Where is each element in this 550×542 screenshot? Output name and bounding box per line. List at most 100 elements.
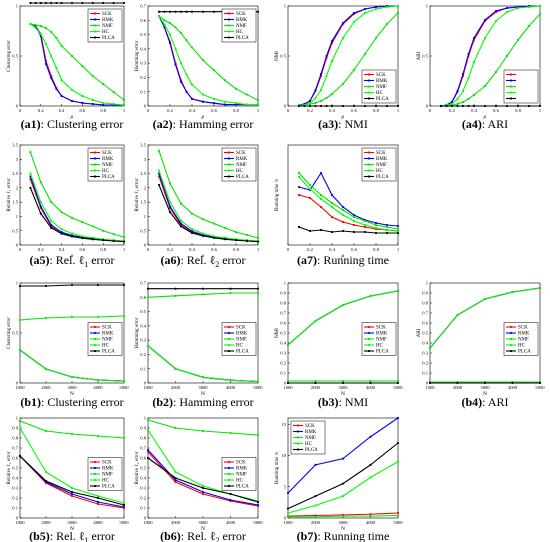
point-nmf bbox=[18, 318, 22, 322]
legend-label-rmk: RMK bbox=[102, 467, 114, 472]
legend-label-plca: PLCA bbox=[102, 36, 115, 41]
y-tick-label: 0.7 bbox=[140, 4, 146, 9]
point-rmk bbox=[179, 222, 183, 225]
point-nmf bbox=[146, 418, 150, 422]
legend-marker-hc bbox=[227, 478, 231, 482]
y-tick-label: 0.6 bbox=[140, 18, 146, 23]
legend-marker-hc bbox=[367, 169, 371, 172]
point-nmf bbox=[256, 236, 260, 239]
y-tick-label: 2 bbox=[16, 185, 19, 190]
legend-marker-rmk bbox=[227, 18, 231, 21]
y-tick-label: 1 bbox=[16, 416, 19, 421]
y-tick-label: 0 bbox=[426, 104, 429, 109]
legend-label-plca: PLCA bbox=[376, 97, 389, 102]
caption-a7: (a7): Running time bbox=[297, 253, 389, 267]
y-tick-label: 1 bbox=[16, 281, 19, 286]
point-nmf bbox=[112, 90, 115, 94]
caption-a4: (a4): ARI bbox=[462, 117, 508, 131]
point-nmf bbox=[374, 36, 378, 40]
y-tick-label: 0 bbox=[16, 243, 19, 248]
point-nmf bbox=[201, 293, 205, 296]
x-tick-label: 0.6 bbox=[351, 247, 357, 252]
legend-label-rmk: RMK bbox=[236, 18, 248, 23]
legend-marker-nmf bbox=[93, 163, 97, 166]
point-nmf bbox=[369, 379, 372, 383]
caption-text: : Hamming error bbox=[173, 117, 254, 131]
point-hc bbox=[157, 14, 161, 18]
point-nmf bbox=[256, 99, 260, 102]
point-plca bbox=[494, 104, 498, 108]
point-hc bbox=[494, 19, 498, 23]
point-rmk bbox=[314, 463, 317, 466]
panel-b5: 1000 2000 3000 4000 5000 0 0.1 0.2 0.3 0.4 0.5 0.6 0… bbox=[6, 416, 129, 542]
point-plca bbox=[60, 232, 63, 235]
point-hc bbox=[456, 97, 459, 101]
point-nmf bbox=[91, 225, 94, 228]
legend-marker-hc bbox=[93, 30, 97, 33]
x-tick-label: 1 bbox=[397, 247, 400, 252]
point-nmf bbox=[44, 316, 48, 320]
y-tick-label: 0.1 bbox=[140, 366, 146, 371]
panel-b6: 1000 2000 3000 4000 5000 0 0.1 0.2 0.3 0.4 0.5 0.6 0… bbox=[134, 416, 263, 542]
point-nmf bbox=[472, 93, 476, 97]
point-plca bbox=[256, 500, 260, 504]
point-hc bbox=[70, 486, 74, 490]
point-rmk bbox=[483, 18, 487, 22]
point-plca bbox=[314, 104, 317, 108]
y-tick-label: 0 bbox=[284, 104, 287, 109]
point-plca bbox=[50, 1, 53, 5]
point-hc bbox=[341, 36, 345, 40]
legend-label-hc: HC bbox=[376, 344, 384, 349]
legend-label-rmk: RMK bbox=[305, 430, 317, 435]
caption-b6: (b6): Rel. ℓ2 error bbox=[160, 529, 246, 542]
point-plca bbox=[201, 486, 205, 490]
y-tick-label: 0 bbox=[284, 516, 287, 521]
point-nmf bbox=[245, 233, 249, 237]
legend-marker-rmk bbox=[296, 430, 300, 433]
point-sck bbox=[297, 193, 301, 197]
x-tick-label: 0.4 bbox=[329, 247, 335, 252]
legend-marker-plca bbox=[227, 349, 231, 353]
y-tick-label: 1.5 bbox=[12, 200, 18, 205]
point-plca bbox=[91, 238, 94, 241]
x-tick-label: 2000 bbox=[41, 520, 51, 525]
caption-text: : Hamming error bbox=[173, 395, 254, 409]
legend-marker-plca bbox=[93, 36, 97, 39]
y-axis-label: Clustering error bbox=[7, 40, 12, 72]
legend-marker-hc bbox=[227, 343, 231, 347]
legend-marker-nmf bbox=[227, 163, 231, 166]
point-hc bbox=[179, 62, 183, 65]
caption-label: (a7) bbox=[297, 253, 317, 267]
point-rmk bbox=[179, 80, 183, 83]
legend-marker-hc bbox=[509, 91, 513, 94]
x-axis-label: ρ bbox=[341, 253, 345, 259]
legend-marker-plca bbox=[509, 349, 513, 353]
point-nmf bbox=[396, 11, 400, 15]
x-axis-label: ρ bbox=[341, 114, 345, 120]
x-tick-label: 2000 bbox=[41, 385, 51, 390]
x-tick-label: 0.6 bbox=[211, 247, 217, 252]
point-nmf bbox=[174, 26, 177, 29]
point-hc bbox=[18, 348, 22, 352]
plot-frame bbox=[147, 144, 259, 246]
legend-label-hc: HC bbox=[102, 479, 110, 484]
point-nmf bbox=[96, 434, 100, 438]
point-nmf bbox=[60, 211, 63, 214]
legend-marker-rmk bbox=[227, 331, 231, 335]
legend-label-sck: SCK bbox=[376, 326, 386, 331]
y-tick-label: 0.1 bbox=[422, 371, 428, 376]
y-axis-label: NMI bbox=[275, 51, 280, 61]
x-tick-label: 5000 bbox=[119, 520, 129, 525]
caption-a6: (a6): Rel. ℓ2 error bbox=[160, 253, 245, 269]
point-sck bbox=[369, 513, 372, 516]
legend-label-nmf: NMF bbox=[236, 163, 247, 168]
y-tick-label: 0.6 bbox=[12, 456, 18, 461]
point-rmk bbox=[314, 88, 317, 92]
caption-text: : Clustering error bbox=[41, 395, 124, 409]
point-hc bbox=[146, 344, 150, 347]
y-tick-label: 0.6 bbox=[422, 321, 428, 326]
point-rmk bbox=[122, 505, 126, 509]
point-plca bbox=[190, 10, 194, 13]
point-plca bbox=[70, 1, 74, 5]
